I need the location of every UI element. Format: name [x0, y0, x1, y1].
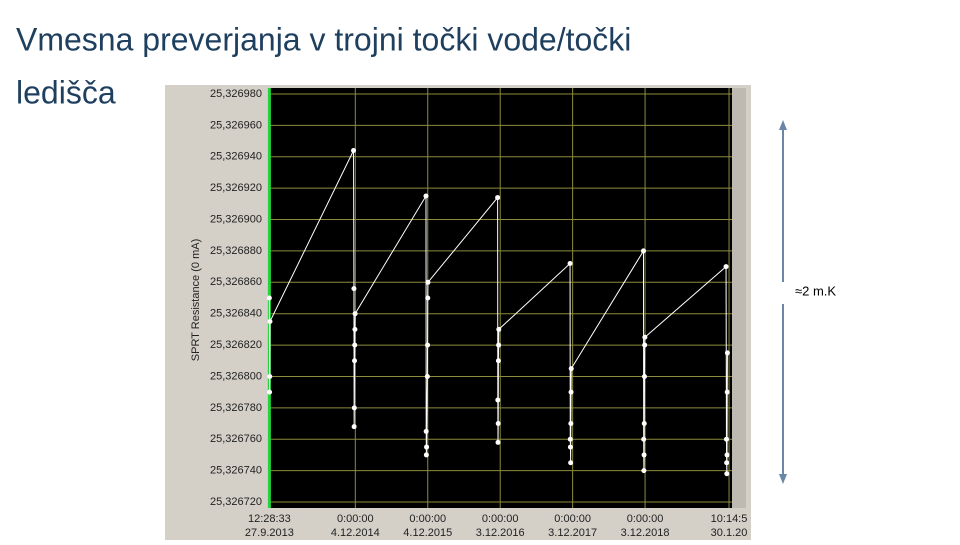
data-point	[724, 452, 730, 458]
data-point	[641, 421, 647, 427]
scrollbar	[732, 88, 746, 508]
data-point	[267, 319, 273, 325]
y-tick-label: 25,326820	[210, 339, 262, 351]
data-point	[352, 326, 358, 332]
data-point	[266, 295, 272, 301]
x-tick-time: 10:14:5	[711, 513, 748, 525]
data-point	[425, 342, 431, 348]
arrow-head	[779, 474, 787, 484]
data-point	[267, 373, 273, 379]
data-point	[641, 452, 647, 458]
data-point	[495, 421, 501, 427]
annotation: ≈2 m.K	[795, 283, 836, 298]
arrow-head	[779, 120, 787, 130]
data-point	[424, 444, 430, 450]
data-point	[495, 439, 501, 445]
y-axis-label: SPRT Resistance (0 mA)	[190, 239, 202, 361]
y-tick-label: 25,326960	[210, 119, 262, 131]
data-point	[352, 358, 358, 364]
data-point	[642, 334, 648, 340]
x-tick-time: 0:00:00	[337, 513, 374, 525]
data-point	[351, 286, 357, 292]
y-tick-label: 25,326760	[210, 433, 262, 445]
data-point	[425, 279, 431, 285]
plot: 25,326720 25,326740 25,326760 25,326780 25,3…	[210, 88, 747, 539]
data-point	[423, 193, 429, 199]
data-point	[723, 264, 729, 270]
x-tick-label: 27.9.2013	[245, 527, 294, 539]
x-tick-label: 30.1.20	[711, 527, 748, 539]
slide-title: ledišča	[16, 74, 116, 110]
x-tick-label: 4.12.2014	[331, 527, 380, 539]
data-point	[352, 311, 358, 317]
y-tick-label: 25,326880	[210, 245, 262, 257]
data-point	[495, 358, 501, 364]
x-tick-label: 3.12.2017	[548, 527, 597, 539]
data-point	[495, 195, 501, 201]
data-point	[424, 373, 430, 379]
data-point	[352, 342, 358, 348]
y-tick-label: 25,326800	[210, 370, 262, 382]
y-tick-label: 25,326860	[210, 276, 262, 288]
data-point	[641, 436, 647, 442]
data-point	[267, 389, 273, 395]
y-tick-label: 25,326720	[210, 496, 262, 508]
data-point	[567, 260, 573, 266]
x-tick-time: 0:00:00	[554, 513, 591, 525]
data-point	[567, 436, 573, 442]
data-point	[425, 295, 431, 301]
data-point	[568, 366, 574, 372]
y-tick-label: 25,326740	[210, 465, 262, 477]
data-point	[495, 397, 501, 403]
data-point	[496, 342, 502, 348]
x-tick-time: 0:00:00	[409, 513, 446, 525]
y-tick-label: 25,326840	[210, 308, 262, 320]
data-point	[568, 460, 574, 466]
y-tick-label: 25,326940	[210, 151, 262, 163]
slide-title: Vmesna preverjanja v trojni točki vode/t…	[16, 21, 631, 57]
data-point	[642, 342, 648, 348]
x-tick-time: 0:00:00	[482, 513, 519, 525]
data-point	[724, 460, 730, 466]
y-tick-label: 25,326900	[210, 213, 262, 225]
data-point	[640, 248, 646, 254]
x-tick-label: 4.12.2015	[403, 527, 452, 539]
data-point	[568, 389, 574, 395]
data-point	[351, 147, 357, 153]
data-point	[723, 436, 729, 442]
data-point	[724, 389, 730, 395]
data-point	[423, 428, 429, 434]
x-tick-time: 12:28:33	[248, 513, 291, 525]
x-tick-label: 3.12.2018	[621, 527, 670, 539]
y-tick-label: 25,326780	[210, 402, 262, 414]
data-point	[724, 471, 730, 477]
data-point	[568, 421, 574, 427]
data-point	[724, 350, 730, 356]
data-point	[641, 373, 647, 379]
y-tick-label: 25,326920	[210, 182, 262, 194]
data-point	[423, 452, 429, 458]
x-tick-time: 0:00:00	[627, 513, 664, 525]
data-point	[496, 326, 502, 332]
data-point	[567, 444, 573, 450]
data-point	[641, 468, 647, 474]
data-point	[351, 424, 357, 430]
y-tick-label: 25,326980	[210, 88, 262, 100]
data-point	[351, 405, 357, 411]
x-tick-label: 3.12.2016	[476, 527, 525, 539]
